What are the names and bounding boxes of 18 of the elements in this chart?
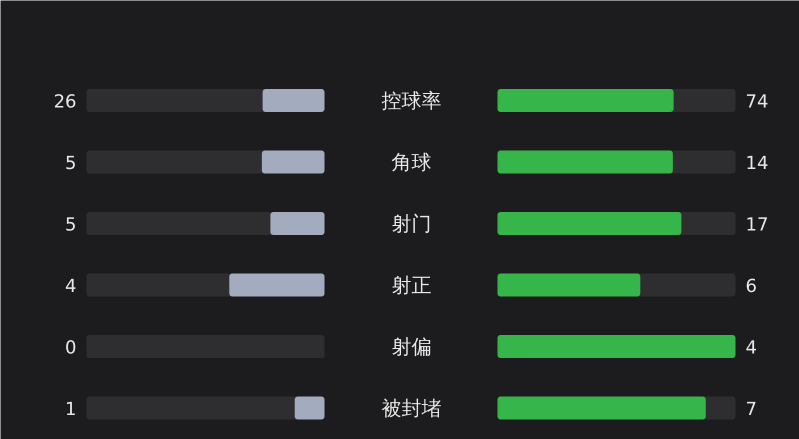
data-label: 7: [746, 399, 757, 420]
data-label: 74: [746, 92, 768, 112]
data-label: 0: [65, 338, 76, 358]
data-label: 5: [65, 214, 76, 236]
category-label: 射正: [392, 273, 432, 297]
category-label: 被封堵: [382, 396, 442, 420]
data-label: 4: [746, 338, 757, 358]
category-label: 角球: [392, 150, 432, 174]
data-label: 4: [65, 276, 76, 297]
category-label: 射偏: [392, 334, 432, 358]
category-label: 射门: [392, 212, 432, 236]
data-label: 5: [65, 153, 76, 174]
data-label: 14: [746, 153, 768, 174]
data-label: 26: [54, 92, 76, 112]
data-label: 6: [746, 276, 757, 297]
data-label: 17: [746, 214, 768, 236]
category-label: 控球率: [382, 88, 442, 112]
data-label: 1: [65, 399, 76, 420]
